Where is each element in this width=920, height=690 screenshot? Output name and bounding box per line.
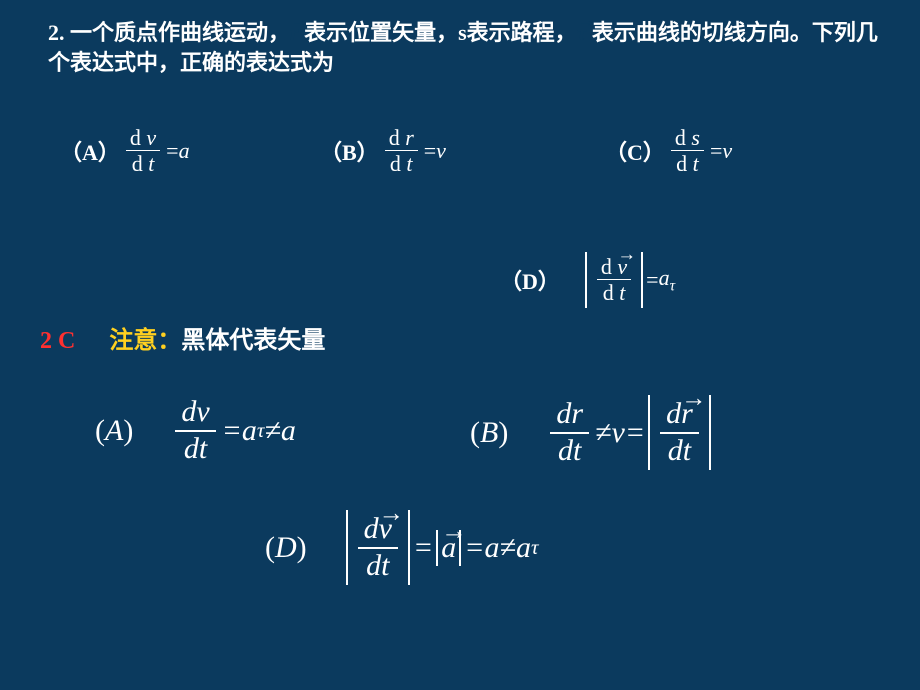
- note-text: 黑体代表矢量: [181, 328, 325, 354]
- explain-a: ((A)A) dv dt = aτ ≠ a: [95, 395, 296, 466]
- question-text: 2. 一个质点作曲线运动，r 表示位置矢量，s表示路程，τ 表示曲线的切线方向。…: [48, 18, 890, 77]
- vector-tau: τ: [577, 18, 587, 48]
- vector-r: r: [290, 18, 299, 48]
- option-a-rhs: a: [179, 138, 190, 164]
- option-c-rhs: v: [722, 138, 732, 164]
- option-a-eq: =: [166, 138, 178, 164]
- option-c-frac: d s d t: [671, 125, 704, 177]
- question-number: 2.: [48, 20, 65, 45]
- q-part1: 一个质点作曲线运动，: [65, 20, 291, 45]
- option-d-abs: d v d t: [585, 252, 643, 308]
- explain-b: ((B)B) dr dt ≠ v = dr dt: [470, 395, 714, 470]
- option-b: （B） d r d t = v: [320, 125, 446, 177]
- q-part2: 表示位置矢量，s表示路程，: [299, 20, 577, 45]
- option-a-frac: d v d t: [126, 125, 160, 177]
- option-b-rhs: v: [436, 138, 446, 164]
- option-c-eq: =: [710, 138, 722, 164]
- option-b-frac: d r d t: [385, 125, 418, 177]
- option-d-eq: =: [646, 267, 658, 293]
- option-c: （C） d s d t = v: [605, 125, 732, 177]
- explain-d: ((D)D) dv dt = a = a ≠ aτ: [265, 510, 539, 585]
- option-c-label: （C）: [605, 135, 665, 167]
- option-b-eq: =: [424, 138, 436, 164]
- option-d-label: （D）: [500, 264, 560, 296]
- option-d-rhs: aτ: [659, 265, 676, 295]
- note-label: 注意：: [109, 328, 181, 354]
- option-a: （A） d v d t = a: [60, 125, 190, 177]
- option-b-label: （B）: [320, 135, 379, 167]
- answer-line: 2 C 注意：黑体代表矢量: [40, 320, 325, 355]
- option-a-label: （A）: [60, 135, 120, 167]
- option-d: （D） d v d t = aτ: [500, 252, 675, 308]
- answer-value: 2 C: [40, 328, 75, 354]
